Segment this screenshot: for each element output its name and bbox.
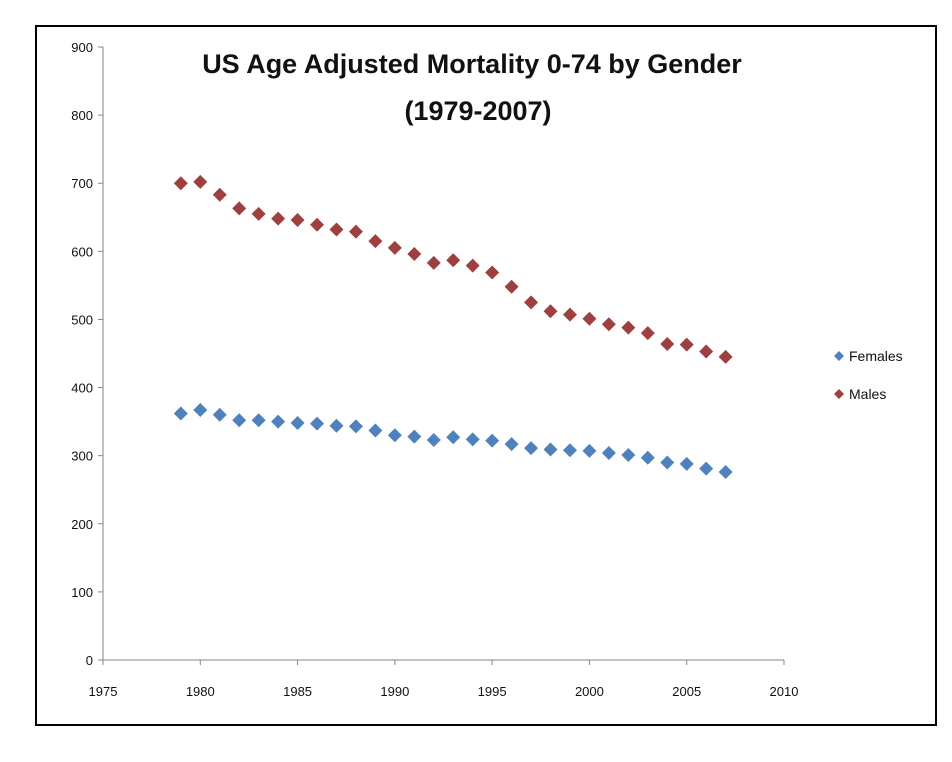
males-point bbox=[232, 201, 247, 216]
males-point bbox=[173, 176, 188, 191]
y-tick-label: 300 bbox=[71, 449, 93, 464]
males-point bbox=[446, 253, 461, 268]
y-tick-label: 700 bbox=[71, 176, 93, 191]
females-point bbox=[660, 455, 675, 470]
females-point bbox=[699, 461, 714, 476]
chart-title: US Age Adjusted Mortality 0-74 by Gender bbox=[202, 49, 742, 79]
females-point bbox=[173, 406, 188, 421]
females-point bbox=[426, 433, 441, 448]
males-point bbox=[524, 295, 539, 310]
males-point bbox=[601, 317, 616, 332]
males-point bbox=[368, 234, 383, 249]
males-point bbox=[251, 206, 266, 221]
males-point bbox=[407, 247, 422, 262]
females-point bbox=[290, 415, 305, 430]
y-tick-label: 500 bbox=[71, 312, 93, 327]
chart-frame bbox=[35, 25, 937, 726]
females-point bbox=[601, 445, 616, 460]
females-point bbox=[387, 428, 402, 443]
males-point bbox=[679, 337, 694, 352]
legend-label-females: Females bbox=[849, 348, 903, 364]
males-point bbox=[660, 336, 675, 351]
females-point bbox=[251, 413, 266, 428]
females-point bbox=[193, 403, 208, 418]
x-tick-label: 1980 bbox=[186, 684, 215, 699]
males-point bbox=[465, 258, 480, 273]
legend-marker-females bbox=[834, 351, 844, 361]
males-point bbox=[621, 320, 636, 335]
females-point bbox=[640, 450, 655, 465]
males-point bbox=[387, 240, 402, 255]
legend-label-males: Males bbox=[849, 386, 886, 402]
males-point bbox=[212, 187, 227, 202]
females-point bbox=[446, 430, 461, 445]
axes: 0 100 200 300 400 500 600 700 800 900 1975 1980 1985… bbox=[71, 40, 798, 699]
males-point bbox=[329, 222, 344, 237]
females-point bbox=[465, 432, 480, 447]
males-point bbox=[582, 311, 597, 326]
y-tick-label: 100 bbox=[71, 585, 93, 600]
females-point bbox=[329, 418, 344, 433]
y-tick-label: 200 bbox=[71, 517, 93, 532]
data-points bbox=[173, 174, 733, 480]
females-point bbox=[582, 443, 597, 458]
females-point bbox=[212, 407, 227, 422]
females-point bbox=[271, 414, 286, 429]
x-tick-label: 1985 bbox=[283, 684, 312, 699]
females-point bbox=[232, 413, 247, 428]
females-point bbox=[524, 441, 539, 456]
chart-subtitle: (1979-2007) bbox=[404, 96, 551, 126]
males-point bbox=[562, 307, 577, 322]
males-point bbox=[426, 255, 441, 270]
x-tick-label: 1990 bbox=[380, 684, 409, 699]
males-point bbox=[699, 344, 714, 359]
females-point bbox=[368, 423, 383, 438]
legend-marker-males bbox=[834, 389, 844, 399]
males-point bbox=[718, 349, 733, 364]
x-tick-label: 1995 bbox=[478, 684, 507, 699]
females-point bbox=[485, 433, 500, 448]
males-point bbox=[348, 224, 363, 239]
y-tick-label: 400 bbox=[71, 381, 93, 396]
x-tick-label: 2005 bbox=[672, 684, 701, 699]
females-point bbox=[679, 456, 694, 471]
x-tick-label: 2010 bbox=[770, 684, 799, 699]
males-point bbox=[640, 326, 655, 341]
y-tick-label: 600 bbox=[71, 244, 93, 259]
females-point bbox=[504, 437, 519, 452]
x-tick-label: 2000 bbox=[575, 684, 604, 699]
females-point bbox=[407, 429, 422, 444]
females-point bbox=[310, 416, 325, 431]
males-point bbox=[193, 174, 208, 189]
males-point bbox=[543, 304, 558, 319]
females-point bbox=[543, 442, 558, 457]
legend: Females Males bbox=[834, 348, 903, 402]
males-point bbox=[290, 213, 305, 228]
males-point bbox=[504, 279, 519, 294]
males-point bbox=[485, 265, 500, 280]
females-point bbox=[718, 465, 733, 480]
x-tick-label: 1975 bbox=[89, 684, 118, 699]
males-point bbox=[310, 217, 325, 232]
females-point bbox=[621, 447, 636, 462]
y-tick-label: 800 bbox=[71, 108, 93, 123]
y-tick-label: 0 bbox=[86, 653, 93, 668]
y-tick-label: 900 bbox=[71, 40, 93, 55]
females-point bbox=[562, 443, 577, 458]
males-point bbox=[271, 211, 286, 226]
females-point bbox=[348, 419, 363, 434]
